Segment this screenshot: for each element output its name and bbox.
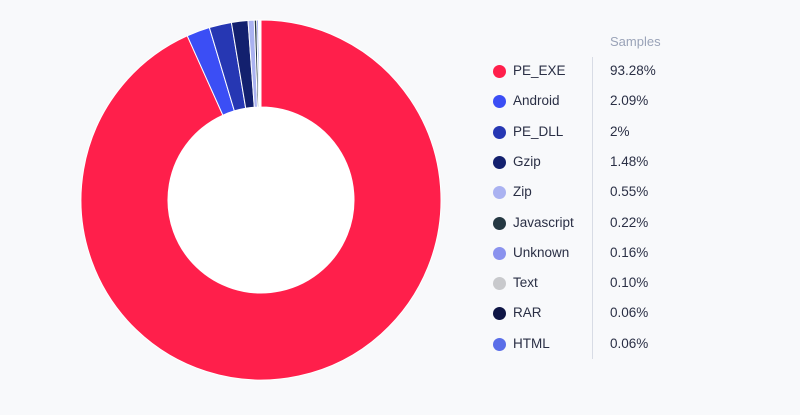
legend-value-zip: 0.55% (610, 184, 649, 200)
legend-value-pe-dll: 2% (610, 123, 630, 139)
legend-label-rar: RAR (513, 305, 542, 321)
legend-value-text: 0.10% (610, 275, 649, 291)
legend-dot-javascript (493, 216, 506, 230)
legend-label-zip: Zip (513, 184, 532, 200)
legend-value-android: 2.09% (610, 93, 649, 109)
legend-dot-zip (493, 186, 506, 200)
legend-label-android: Android (513, 93, 560, 109)
legend-value-html: 0.06% (610, 335, 649, 351)
legend-dot-pe-dll (493, 125, 506, 139)
donut-chart (80, 19, 442, 381)
legend-divider (592, 57, 593, 359)
legend-item-gzip[interactable]: Gzip 1.48% (493, 153, 793, 173)
legend-label-pe-dll: PE_DLL (513, 123, 564, 139)
legend-item-android[interactable]: Android 2.09% (493, 92, 793, 112)
legend-dot-html (493, 337, 506, 351)
legend-dot-gzip (493, 155, 506, 169)
legend-label-gzip: Gzip (513, 153, 541, 169)
legend-label-html: HTML (513, 335, 550, 351)
donut-center (168, 107, 354, 293)
legend-label-pe-exe: PE_EXE (513, 63, 566, 78)
legend-item-zip[interactable]: Zip 0.55% (493, 183, 793, 203)
legend-item-html[interactable]: HTML 0.06% (493, 335, 793, 355)
legend-dot-pe-exe (493, 65, 506, 78)
legend-value-gzip: 1.48% (610, 153, 649, 169)
legend-item-pe-dll[interactable]: PE_DLL 2% (493, 123, 793, 143)
legend-item-text[interactable]: Text 0.10% (493, 274, 793, 294)
legend-label-javascript: Javascript (513, 214, 574, 230)
legend-label-text: Text (513, 275, 538, 291)
legend-value-pe-exe: 93.28% (610, 63, 656, 78)
legend-value-unknown: 0.16% (610, 244, 649, 260)
legend-dot-text (493, 277, 506, 291)
legend-dot-unknown (493, 246, 506, 260)
legend-dot-android (493, 95, 506, 109)
donut-slice-html[interactable] (259, 19, 262, 108)
legend-label-unknown: Unknown (513, 244, 570, 260)
legend-value-rar: 0.06% (610, 305, 649, 321)
legend: Samples PE_EXE 93.28% Android 2.09% PE_DLL 2%… (493, 0, 793, 415)
legend-item-unknown[interactable]: Unknown 0.16% (493, 244, 793, 264)
samples-column-header: Samples (610, 34, 661, 49)
legend-item-rar[interactable]: RAR 0.06% (493, 304, 793, 324)
legend-dot-rar (493, 307, 506, 321)
legend-item-pe-exe[interactable]: PE_EXE 93.28% (493, 62, 793, 82)
legend-value-javascript: 0.22% (610, 214, 649, 230)
legend-item-javascript[interactable]: Javascript 0.22% (493, 214, 793, 234)
